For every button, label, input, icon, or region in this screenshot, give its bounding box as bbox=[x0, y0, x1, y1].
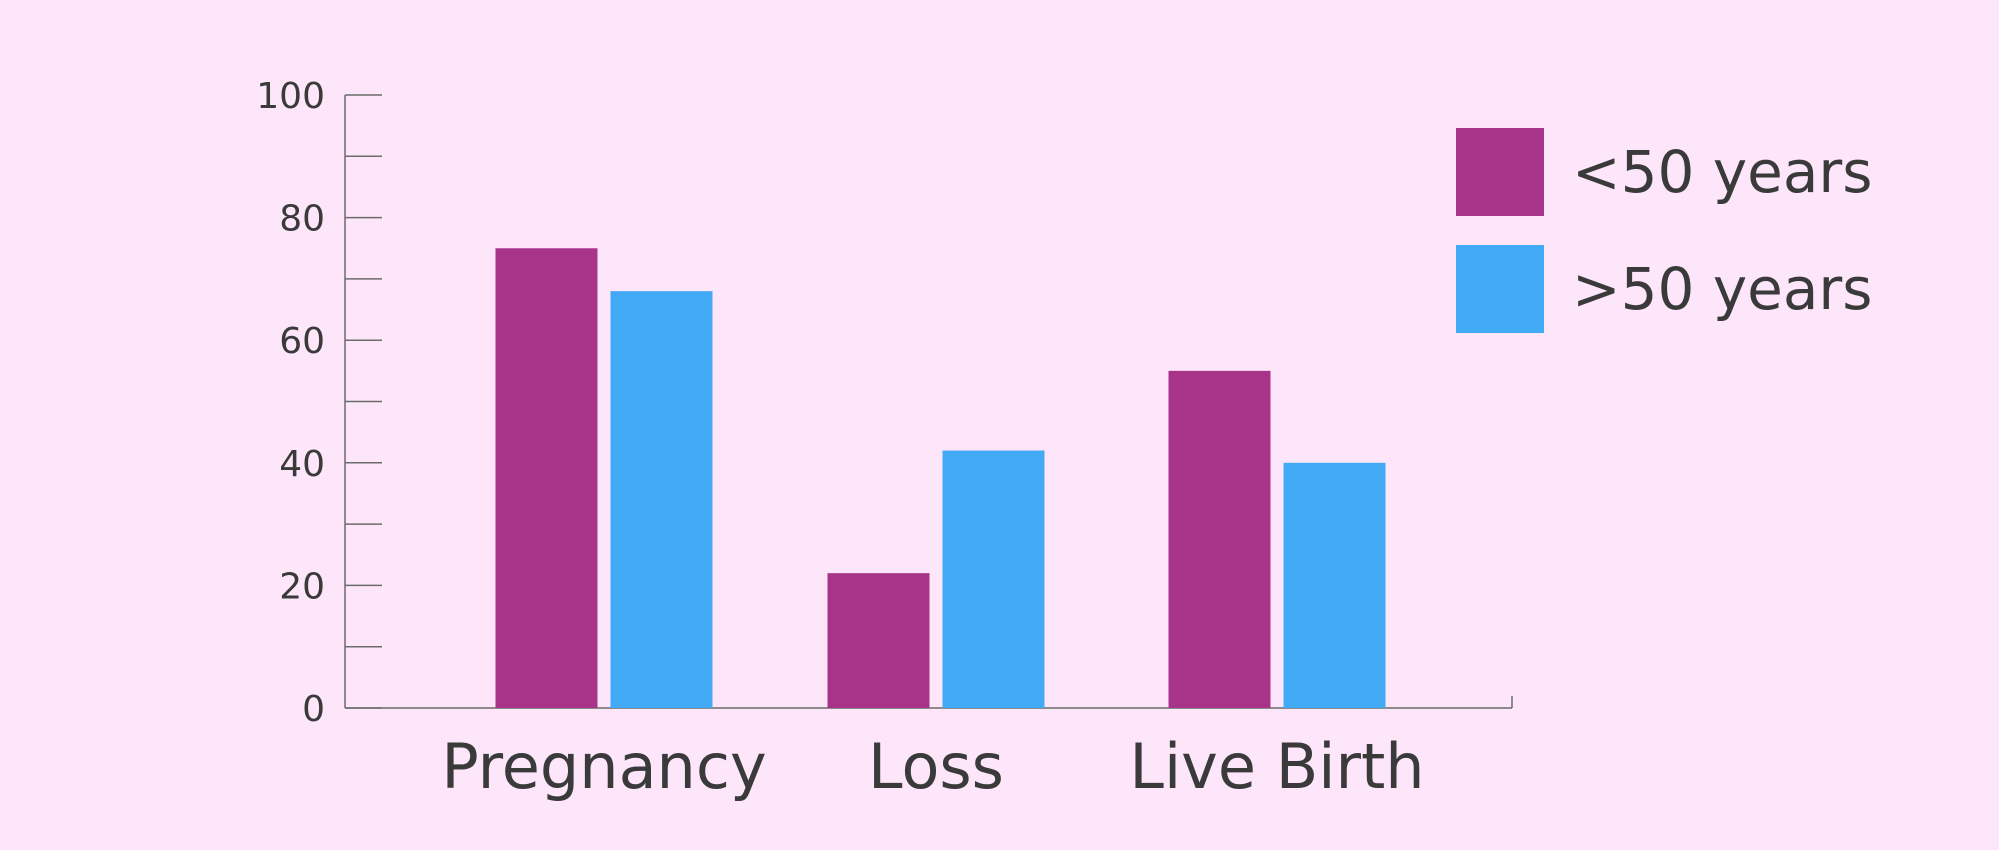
bar-live-birth-series-1 bbox=[1168, 370, 1271, 708]
legend-swatch bbox=[1456, 245, 1544, 333]
legend-swatch bbox=[1456, 128, 1544, 216]
bar-live-birth-series-2 bbox=[1283, 462, 1386, 708]
y-tick-label: 40 bbox=[279, 444, 325, 485]
x-category-label: Live Birth bbox=[1129, 730, 1424, 803]
x-category-label: Pregnancy bbox=[441, 730, 766, 803]
bars bbox=[495, 248, 1386, 708]
y-tick-label: 0 bbox=[302, 689, 325, 730]
legend-label: >50 years bbox=[1572, 255, 1872, 323]
legend-label: <50 years bbox=[1572, 138, 1872, 206]
bar-pregnancy-series-1 bbox=[495, 248, 598, 708]
legend: <50 years >50 years bbox=[1456, 128, 1872, 333]
y-tick-label: 100 bbox=[256, 76, 325, 117]
y-tick-label: 20 bbox=[279, 566, 325, 607]
y-axis: 0 20 40 60 80 100 bbox=[256, 76, 382, 730]
y-tick-label: 80 bbox=[279, 199, 325, 240]
x-category-label: Loss bbox=[868, 730, 1004, 803]
bar-loss-series-1 bbox=[827, 573, 930, 708]
x-axis: Pregnancy Loss Live Birth bbox=[345, 696, 1513, 803]
bar-pregnancy-series-2 bbox=[610, 291, 713, 708]
bar-loss-series-2 bbox=[942, 450, 1045, 708]
y-tick-label: 60 bbox=[279, 321, 325, 362]
